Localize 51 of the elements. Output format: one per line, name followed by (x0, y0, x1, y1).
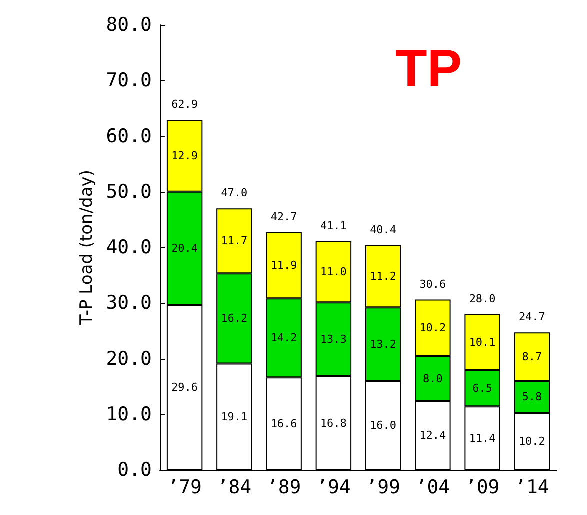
data-label: 12.9 (172, 149, 198, 162)
total-label: 42.7 (270, 210, 298, 224)
data-label: 11.7 (221, 234, 248, 248)
data-label: 19.1 (221, 410, 248, 424)
data-label: 14.2 (270, 332, 298, 345)
y-tick-label: 40.0 (106, 236, 152, 258)
data-label: 16.6 (270, 417, 298, 430)
data-label: 13.2 (370, 338, 397, 351)
x-tick-label: ’79 (168, 476, 202, 498)
total-label: 24.7 (518, 310, 546, 324)
data-label: 6.5 (472, 382, 492, 396)
x-tick-label: ’04 (416, 476, 450, 498)
y-tick-label: 70.0 (106, 70, 152, 92)
y-tick-label: 80.0 (106, 14, 152, 36)
data-label: 11.2 (370, 270, 397, 283)
data-label: 11.4 (469, 432, 496, 445)
data-label: 8.7 (522, 350, 542, 364)
y-tick-label: 50.0 (106, 180, 152, 203)
y-tick-label: 20.0 (106, 348, 152, 370)
data-label: 20.4 (172, 242, 198, 256)
x-tick-label: ’14 (515, 476, 550, 498)
chart-title: TP (396, 40, 462, 98)
data-label: 11.9 (270, 259, 298, 272)
x-tick-label: ’09 (465, 476, 500, 498)
data-label: 16.8 (320, 416, 347, 430)
data-label: 16.2 (221, 312, 248, 326)
data-label: 29.6 (172, 381, 198, 394)
data-label: 16.0 (370, 419, 397, 432)
data-label: 8.0 (423, 372, 443, 386)
data-label: 12.4 (420, 429, 447, 442)
x-tick-label: ’99 (366, 476, 400, 498)
y-tick-label: 30.0 (106, 292, 152, 314)
x-tick-label: ’94 (316, 476, 351, 498)
y-axis-title: T-P Load (ton/day) (76, 170, 97, 326)
data-label: 10.2 (420, 322, 446, 335)
data-label: 10.1 (469, 336, 496, 349)
total-label: 40.4 (370, 223, 397, 236)
total-label: 62.9 (172, 98, 198, 112)
total-label: 47.0 (221, 186, 248, 200)
data-label: 10.2 (518, 435, 546, 448)
y-tick-label: 0.0 (118, 459, 152, 481)
y-tick-label: 60.0 (106, 125, 152, 148)
total-label: 41.1 (320, 219, 347, 232)
total-label: 28.0 (469, 292, 496, 306)
y-tick-label: 10.0 (106, 403, 152, 426)
data-label: 11.0 (320, 265, 347, 278)
total-label: 30.6 (420, 278, 446, 291)
data-label: 13.3 (320, 333, 347, 346)
x-tick-label: ’84 (217, 476, 252, 498)
data-label: 5.8 (522, 390, 542, 404)
x-tick-label: ’89 (266, 476, 302, 498)
